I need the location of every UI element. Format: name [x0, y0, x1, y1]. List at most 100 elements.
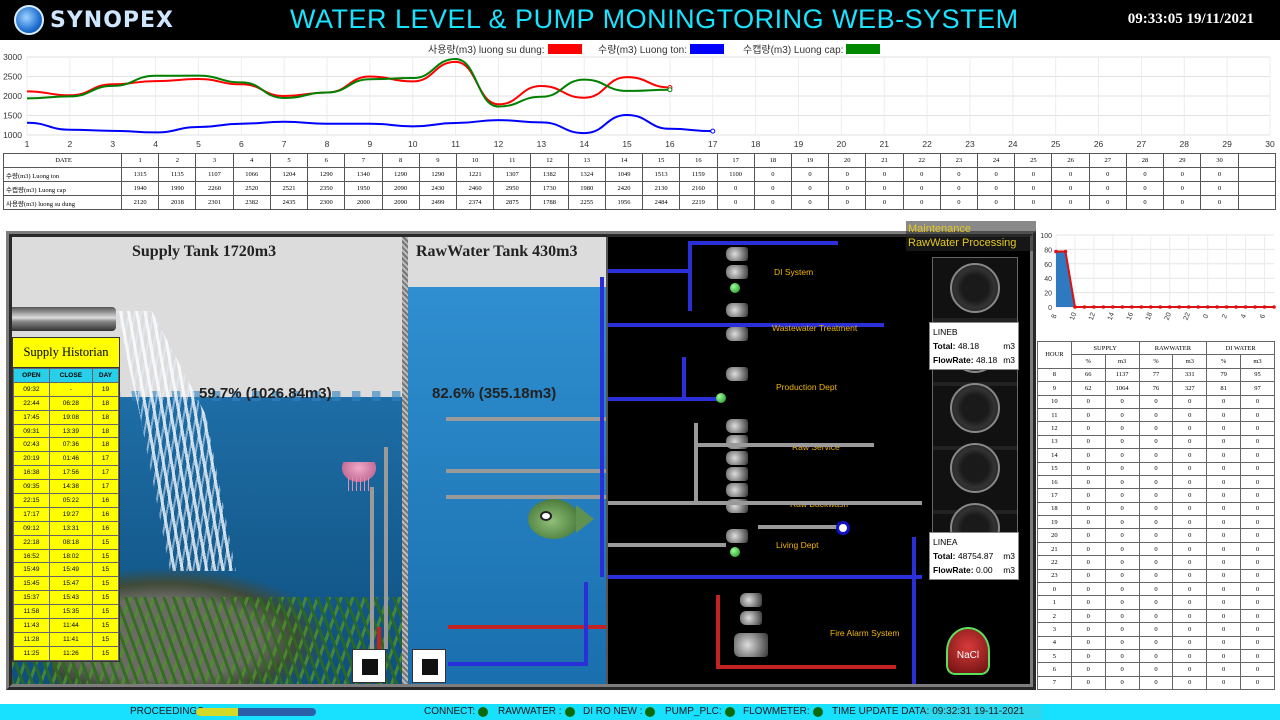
hourly-cell: 0 — [1104, 608, 1140, 624]
supply-pipe-2 — [384, 447, 388, 649]
hourly-point — [1215, 305, 1219, 309]
connect-status: CONNECT: — [424, 706, 489, 717]
value-cell: 1382 — [530, 167, 569, 182]
hourly-cell: 17 — [1037, 488, 1072, 503]
time-update-label: TIME UPDATE DATA: — [832, 706, 930, 717]
historian-cell: 05:22 — [48, 493, 93, 508]
lineb-info: LINEB Total: 48.18 m3 FlowRate: 48.18 m3 — [929, 322, 1019, 370]
value-cell: 0 — [902, 195, 941, 210]
di-pump-1[interactable] — [726, 247, 748, 261]
maintenance-banner: Maintenance RawWater Processing — [906, 221, 1036, 251]
di-ro-indicator-icon — [645, 706, 656, 717]
historian-cell: 17:56 — [48, 465, 93, 481]
hourly-subheader-row: % m3% m3% m3 — [1038, 354, 1275, 369]
fish-icon — [528, 499, 580, 539]
hourly-cell: 0 — [1138, 595, 1174, 610]
value-cell: 2000 — [344, 195, 383, 210]
proceedings-label: PROCEEDINGS : — [130, 706, 210, 717]
backwash-pump-1[interactable] — [726, 483, 748, 497]
lineb-name: LINEB — [933, 327, 958, 337]
historian-cell: 15:47 — [48, 576, 93, 592]
plant-pipe-living — [608, 543, 726, 547]
value-cell: 1307 — [493, 167, 532, 182]
hourly-cell: 0 — [1070, 501, 1106, 517]
historian-cell: 13:31 — [48, 520, 93, 536]
hourly-cell: 0 — [1138, 568, 1174, 584]
x-tick-label: 18 — [1145, 312, 1154, 321]
value-cell: 1135 — [158, 167, 197, 182]
value-cell: 0 — [1051, 195, 1090, 210]
lineb-total-unit: m3 — [1003, 341, 1015, 351]
historian-cell: 18 — [91, 395, 120, 411]
table-row: 22 0 0 0 0 0 0 — [1037, 555, 1275, 570]
plant-pipe-fire-v — [716, 595, 720, 665]
value-cell: 1730 — [530, 181, 569, 196]
plant-pipe-backwash — [608, 501, 924, 505]
fire-pump-main[interactable] — [734, 633, 768, 657]
value-cell: 0 — [1088, 181, 1127, 196]
raw-service-pump-3[interactable] — [726, 451, 748, 465]
y-tick-label: 100 — [1040, 233, 1052, 240]
living-pump-1[interactable] — [726, 529, 748, 543]
x-tick-label: 3 — [110, 139, 115, 149]
raw-pipe-red — [448, 625, 606, 629]
hourly-cell: 21 — [1037, 541, 1072, 557]
value-cell: 1100 — [716, 167, 755, 182]
hourly-cell: 0 — [1138, 675, 1174, 691]
hourly-cell: 0 — [1138, 648, 1174, 664]
logo: SYNOPEX — [14, 5, 174, 35]
table-row: 사용량(m3) luong su dung 2120 2018 2301 2382 243… — [3, 195, 1277, 210]
sub-header: % — [1206, 354, 1242, 369]
plant-pipe-di-h — [688, 241, 838, 245]
hourly-cell: 22 — [1037, 555, 1072, 570]
legend-usage[interactable]: 사용량(m3) luong su dung: — [428, 41, 582, 56]
value-cell: 0 — [790, 167, 830, 182]
x-tick-label: 22 — [922, 139, 932, 149]
plant-pipe-fire-top — [608, 575, 924, 579]
hourly-cell: 0 — [1206, 488, 1242, 503]
ww-pump-1[interactable] — [726, 303, 748, 317]
value-cell: 0 — [753, 195, 792, 210]
di-pump-2[interactable] — [726, 265, 748, 279]
historian-row: 11:43 11:44 15 — [13, 618, 120, 633]
supply-series-line — [26, 57, 670, 108]
fire-pump-2[interactable] — [740, 611, 762, 625]
fire-pump-1[interactable] — [740, 593, 762, 607]
raw-service-pump-1[interactable] — [726, 419, 748, 433]
x-tick-label: 16 — [1126, 312, 1135, 321]
pump-plc-indicator-icon — [724, 706, 735, 717]
historian-cell: 15 — [91, 534, 120, 550]
table-row: 9 62 1064 76 327 81 97 — [1037, 381, 1275, 396]
y-tick-label: 1500 — [3, 111, 22, 121]
chart-legend: 사용량(m3) luong su dung: 수량(m3) Luong ton:… — [0, 41, 1280, 56]
historian-col-header: DAY — [91, 368, 120, 383]
living-pump-status — [730, 547, 740, 557]
supply-outlet — [352, 649, 386, 683]
series-end-point — [710, 128, 716, 134]
raw-service-pump-4[interactable] — [726, 467, 748, 481]
hourly-cell: 0 — [1070, 568, 1106, 584]
legend-supply[interactable]: 수캡량(m3) Luong cap: — [743, 41, 881, 56]
prod-pump-1[interactable] — [726, 367, 748, 381]
spacer-cell — [1237, 153, 1277, 168]
hourly-cell: 0 — [1172, 568, 1208, 584]
hourly-cell: 0 — [1138, 662, 1174, 677]
hourly-cell: 0 — [1104, 501, 1140, 517]
date-cell: 29 — [1163, 153, 1202, 168]
legend-stock[interactable]: 수량(m3) Luong ton: — [598, 41, 724, 56]
historian-cell: 11:43 — [13, 618, 50, 633]
valve-icon[interactable] — [836, 521, 850, 535]
hourly-cell: 0 — [1104, 528, 1140, 543]
ww-pump-2[interactable] — [726, 327, 748, 341]
value-cell: 0 — [716, 181, 755, 196]
lineb-flow: 48.18 — [976, 355, 998, 365]
label-raw-service: Raw Service — [792, 442, 840, 452]
historian-cell: 15:45 — [13, 576, 50, 592]
hourly-cell: 0 — [1104, 595, 1140, 610]
hourly-cell: 0 — [1240, 515, 1275, 530]
spacer-cell — [1237, 167, 1277, 182]
di-ro-label: DI RO NEW : — [583, 706, 643, 717]
historian-cell: 11:44 — [48, 618, 93, 633]
table-row: 21 0 0 0 0 0 0 — [1037, 541, 1275, 557]
